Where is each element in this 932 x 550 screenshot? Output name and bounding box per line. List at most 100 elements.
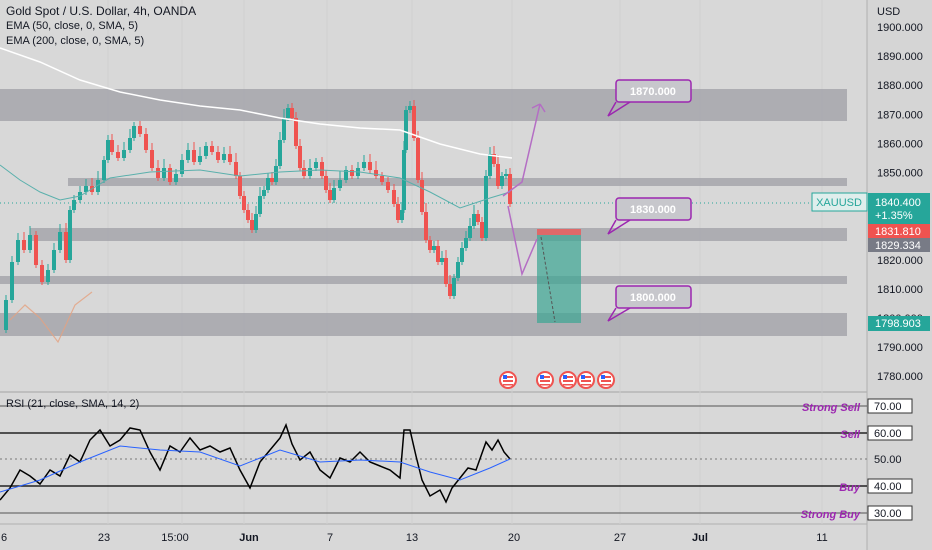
callout-box bbox=[615, 79, 692, 103]
candle-body bbox=[46, 270, 50, 282]
candle-body bbox=[500, 176, 504, 186]
callout-1830[interactable]: 1830.000 bbox=[607, 197, 692, 235]
rsi-axis-tag bbox=[867, 425, 913, 441]
stop-price-tag[interactable] bbox=[868, 224, 930, 238]
candle-body bbox=[324, 176, 328, 190]
rsi-tick-label: 70.00 bbox=[874, 401, 902, 413]
stop-price-label: 1831.810 bbox=[875, 226, 921, 238]
candle-body bbox=[216, 152, 220, 160]
time-tick-label: 15:00 bbox=[161, 532, 189, 544]
candle-body bbox=[392, 190, 396, 204]
zone-1830[interactable] bbox=[30, 228, 847, 241]
us-flag-icon[interactable] bbox=[559, 371, 577, 389]
candle-body bbox=[412, 106, 416, 138]
entry-price-tag[interactable] bbox=[868, 238, 930, 252]
candle-body bbox=[428, 240, 432, 250]
last-price-tag[interactable] bbox=[868, 193, 930, 224]
candle-body bbox=[344, 170, 348, 180]
us-flag-icon[interactable] bbox=[536, 371, 554, 389]
symbol-tag-label: XAUUSD bbox=[816, 197, 862, 209]
price-tick-label: 1790.000 bbox=[877, 342, 923, 354]
candle-body bbox=[420, 180, 424, 212]
candle-body bbox=[488, 154, 492, 176]
price-tick-label: 1850.000 bbox=[877, 168, 923, 180]
candle-body bbox=[266, 178, 270, 190]
candle-body bbox=[58, 232, 62, 250]
zone-1870[interactable] bbox=[0, 89, 847, 121]
stop-loss-area[interactable] bbox=[537, 229, 581, 235]
candle-body bbox=[162, 168, 166, 178]
candle-body bbox=[308, 168, 312, 176]
candle-body bbox=[338, 180, 342, 188]
candle-body bbox=[22, 240, 26, 250]
time-tick-label: 11 bbox=[816, 532, 827, 544]
us-flag-icon[interactable] bbox=[597, 371, 615, 389]
candle-body bbox=[28, 235, 32, 250]
candle-body bbox=[198, 156, 202, 162]
candle-body bbox=[116, 152, 120, 158]
candle-body bbox=[40, 265, 44, 282]
rsi-legend[interactable]: RSI (21, close, SMA, 14, 2) bbox=[6, 398, 140, 410]
candle-body bbox=[10, 262, 14, 300]
candle-body bbox=[374, 170, 378, 176]
us-flag-icon[interactable] bbox=[577, 371, 595, 389]
candle-body bbox=[492, 154, 496, 164]
candle-body bbox=[484, 176, 488, 238]
time-axis[interactable]: 6 23 15:00 Jun 7 13 20 27 Jul 11 bbox=[1, 532, 828, 544]
take-profit-area[interactable] bbox=[537, 235, 581, 323]
candle-body bbox=[282, 118, 286, 140]
ema200-legend[interactable]: EMA (200, close, 0, SMA, 5) bbox=[6, 35, 145, 47]
candle-body bbox=[150, 150, 154, 168]
zone-1800[interactable] bbox=[0, 313, 847, 336]
candle-body bbox=[238, 176, 242, 196]
candle-body bbox=[210, 146, 214, 152]
candle-body bbox=[34, 235, 38, 265]
candle-body bbox=[180, 160, 184, 174]
rsi-ma-line bbox=[0, 445, 511, 493]
time-tick-label: Jul bbox=[692, 532, 708, 544]
callout-pointer bbox=[607, 307, 631, 322]
candle-body bbox=[468, 226, 472, 238]
candle-body bbox=[298, 146, 302, 168]
candle-body bbox=[106, 140, 110, 160]
price-axis[interactable] bbox=[867, 0, 932, 550]
candle-body bbox=[432, 246, 436, 250]
candle-body bbox=[168, 168, 172, 182]
candle-body bbox=[102, 160, 106, 180]
candle-body bbox=[460, 248, 464, 262]
candle-body bbox=[416, 138, 420, 180]
symbol-tag[interactable]: XAUUSD bbox=[811, 192, 868, 212]
rsi-pane[interactable]: Strong Sell Sell Buy Strong Buy bbox=[0, 402, 867, 521]
zone-1845[interactable] bbox=[68, 178, 847, 186]
candle-body bbox=[286, 108, 290, 118]
rsi-axis-tag bbox=[867, 398, 913, 414]
candle-body bbox=[204, 146, 208, 156]
candle-body bbox=[4, 300, 8, 330]
position-projection-line bbox=[540, 236, 556, 323]
symbol-title[interactable]: Gold Spot / U.S. Dollar, 4h, OANDA bbox=[6, 4, 197, 18]
candle-body bbox=[222, 154, 226, 160]
candle-body bbox=[380, 176, 384, 182]
candle-body bbox=[254, 214, 258, 230]
rsi-axis-tag bbox=[867, 505, 913, 521]
candle-body bbox=[400, 210, 404, 220]
short-position-tool[interactable] bbox=[537, 229, 581, 323]
candle-body bbox=[440, 258, 444, 262]
callout-1870[interactable]: 1870.000 bbox=[607, 79, 692, 117]
bearish-projection-path[interactable] bbox=[507, 205, 538, 277]
candle-body bbox=[156, 168, 160, 178]
candle-body bbox=[186, 150, 190, 160]
us-flag-icon[interactable] bbox=[499, 371, 517, 389]
callout-1800[interactable]: 1800.000 bbox=[607, 285, 692, 322]
candle-body bbox=[504, 174, 508, 176]
ema50-legend[interactable]: EMA (50, close, 0, SMA, 5) bbox=[6, 20, 139, 32]
candle-body bbox=[472, 214, 476, 226]
target-price-tag[interactable] bbox=[868, 316, 930, 331]
candle-body bbox=[144, 134, 148, 150]
change-label: +1.35% bbox=[875, 210, 913, 222]
bullish-projection-arrow[interactable] bbox=[502, 103, 546, 197]
price-tick-label: 1820.000 bbox=[877, 255, 923, 267]
zone-1815[interactable] bbox=[0, 276, 847, 284]
